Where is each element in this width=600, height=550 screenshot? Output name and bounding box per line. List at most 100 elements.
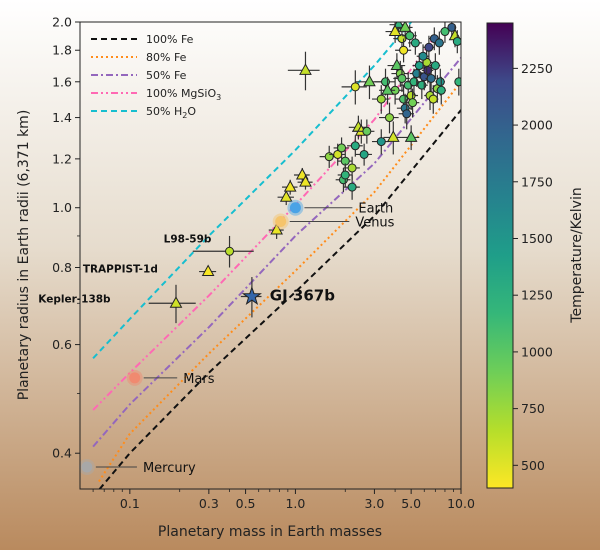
x-tick-label-3: 1.0	[285, 496, 305, 511]
named-planet-marker-gj-367b	[241, 285, 262, 306]
planet-marker-14	[337, 143, 347, 153]
y-tick-label-7: 1.8	[52, 43, 72, 58]
planet-marker-44	[428, 94, 438, 104]
planet-marker-52	[388, 24, 402, 37]
named-planet-gj-367b	[240, 277, 262, 318]
colorbar-tick-label-1: 750	[521, 401, 545, 416]
planet-point-41	[425, 65, 437, 93]
planet-marker-22	[381, 77, 391, 87]
planet-marker-23	[385, 113, 395, 123]
planet-point-55	[423, 35, 435, 60]
x-tick-label-2: 0.5	[236, 496, 256, 511]
planet-marker-28	[397, 73, 407, 83]
y-tick-label-2: 0.8	[52, 260, 72, 275]
x-tick-label-5: 5.0	[401, 496, 421, 511]
named-planet-trappist-1d	[199, 264, 217, 277]
venus-label: Venus	[355, 215, 394, 230]
planet-marker-59	[447, 22, 457, 32]
planet-marker-34	[408, 98, 418, 108]
legend-label-2: 50% Fe	[146, 69, 187, 82]
named-planet-label-gj-367b: GJ 367b	[270, 287, 335, 305]
planet-marker-11	[376, 137, 386, 147]
colorbar-tick-label-4: 1500	[521, 231, 553, 246]
planet-point-1	[277, 189, 294, 206]
colorbar-gradient	[486, 22, 514, 489]
colorbar-tick-label-7: 2250	[521, 61, 553, 76]
planet-point-67	[416, 44, 429, 69]
planet-marker-57	[434, 38, 444, 48]
planet-point-6	[341, 70, 367, 105]
colorbar: 500 750 1000 1250 1500 1750 2000 2250	[486, 22, 553, 489]
planet-point-2	[282, 179, 298, 195]
named-planet-marker-l98-59b	[225, 246, 235, 256]
planet-marker-41	[426, 73, 436, 83]
composition-curve-3	[92, 35, 437, 411]
planet-marker-5	[270, 223, 283, 235]
legend-label-4: 50% H2O	[146, 105, 196, 120]
y-axis-label: Planetary radius in Earth radii (6,371 k…	[16, 110, 32, 401]
named-planet-l98-59b	[192, 235, 254, 268]
planet-marker-2	[283, 180, 297, 192]
planet-point-31	[398, 99, 414, 130]
planet-marker-63	[381, 83, 394, 95]
named-planet-marker-trappist-1d	[201, 264, 215, 277]
planet-marker-67	[418, 51, 428, 61]
planet-marker-47	[436, 85, 446, 95]
x-tick-label-4: 3.0	[364, 496, 384, 511]
planet-marker-65	[404, 130, 418, 142]
colorbar-tick-label-0: 500	[521, 458, 545, 473]
y-tick-label-8: 2.0	[52, 15, 72, 30]
planet-marker-1	[279, 190, 293, 202]
planet-point-42	[430, 53, 441, 79]
planet-point-57	[434, 31, 445, 55]
planet-point-64	[371, 85, 390, 114]
x-axis-label: Planetary mass in Earth masses	[158, 524, 382, 540]
x-tick-label-1: 0.3	[199, 496, 219, 511]
planet-point-35	[406, 68, 421, 96]
planet-point-18	[337, 163, 353, 188]
planet-point-51	[396, 22, 413, 39]
planet-marker-31	[402, 109, 412, 119]
composition-curve-0	[98, 109, 461, 489]
y-tick-label-6: 1.6	[52, 74, 72, 89]
planet-point-5	[268, 221, 284, 239]
planet-marker-62	[454, 77, 461, 87]
planet-point-58	[440, 22, 450, 43]
planet-point-11	[371, 129, 390, 155]
colorbar-tick-label-5: 1750	[521, 174, 553, 189]
named-planet-label-kepler-138b: Kepler-138b	[38, 294, 111, 306]
planet-marker-24	[386, 130, 400, 142]
planet-marker-19	[350, 141, 360, 151]
planet-point-62	[454, 68, 461, 96]
planet-marker-53	[405, 31, 415, 41]
planet-point-19	[347, 135, 363, 157]
planet-marker-4	[299, 175, 312, 187]
colorbar-tick-label-2: 1000	[521, 344, 553, 359]
planet-point-24	[383, 121, 402, 155]
planet-marker-10	[362, 126, 372, 136]
planet-point-65	[401, 125, 420, 151]
planet-point-53	[401, 24, 417, 48]
mars-marker	[129, 372, 141, 384]
planet-marker-20	[359, 149, 369, 159]
planet-point-21	[343, 174, 360, 200]
planet-marker-26	[390, 58, 404, 71]
x-tick-label-6: 10.0	[447, 496, 475, 511]
planet-point-52	[385, 22, 404, 43]
y-tick-label-4: 1.2	[52, 151, 72, 166]
planet-marker-46	[435, 77, 445, 87]
plot-area	[92, 22, 461, 489]
planet-point-47	[436, 76, 446, 105]
planet-marker-35	[409, 77, 419, 87]
planet-marker-54	[410, 38, 420, 48]
planet-marker-61	[452, 36, 461, 46]
planet-point-54	[408, 31, 422, 55]
named-planet-label-l98-59b: L98-59b	[164, 233, 212, 245]
legend-label-0: 100% Fe	[146, 33, 194, 46]
legend-label-1: 80% Fe	[146, 51, 187, 64]
named-planet-kepler-138b	[148, 284, 196, 324]
earth-marker	[289, 202, 301, 214]
planet-marker-64	[376, 94, 386, 104]
planet-point-14	[333, 137, 349, 159]
